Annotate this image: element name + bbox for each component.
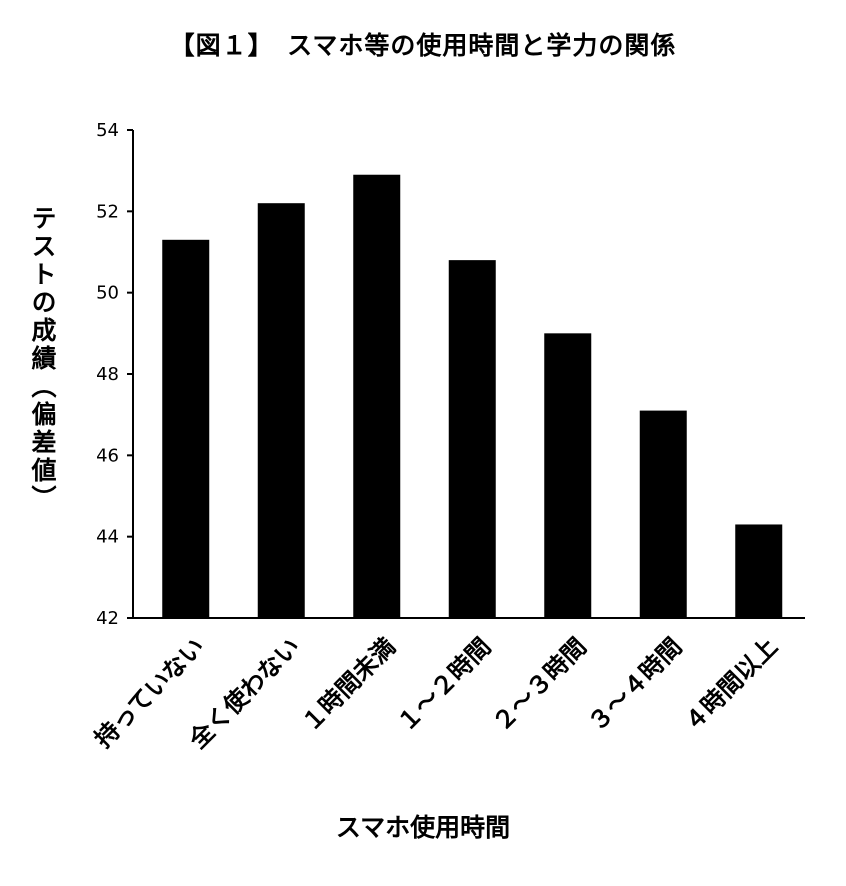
chart-title: 【図１】 スマホ等の使用時間と学力の関係: [169, 31, 677, 60]
y-axis-ticks: 42 44 46 48 50 52 54: [96, 120, 133, 629]
y-tick-label: 52: [96, 201, 119, 222]
bar-5: [544, 333, 592, 618]
bar-6: [639, 410, 687, 618]
bar-4: [448, 260, 496, 618]
bar-1: [162, 239, 210, 619]
y-axis-label-container: テストの成績（偏差値）: [22, 205, 62, 545]
y-axis-label: テストの成績（偏差値）: [28, 205, 57, 513]
x-tick-label: ２～３時間: [487, 632, 592, 737]
y-tick-label: 50: [96, 283, 119, 304]
bar-3: [353, 174, 401, 618]
y-tick-label: 42: [96, 608, 119, 629]
y-tick-label: 48: [96, 364, 119, 385]
y-tick-label: 46: [96, 445, 119, 466]
x-tick-label: ３～４時間: [583, 632, 688, 737]
x-axis-label: スマホ使用時間: [335, 813, 511, 842]
bar-2: [257, 203, 305, 618]
y-tick-label: 54: [96, 120, 119, 141]
bar-7: [735, 524, 783, 618]
x-tick-label: １時間未満: [296, 632, 401, 737]
y-tick-label: 44: [96, 527, 119, 548]
x-tick-label: ４時間以上: [678, 632, 783, 737]
bars: [162, 174, 783, 619]
x-tick-label: １～２時間: [392, 632, 497, 737]
